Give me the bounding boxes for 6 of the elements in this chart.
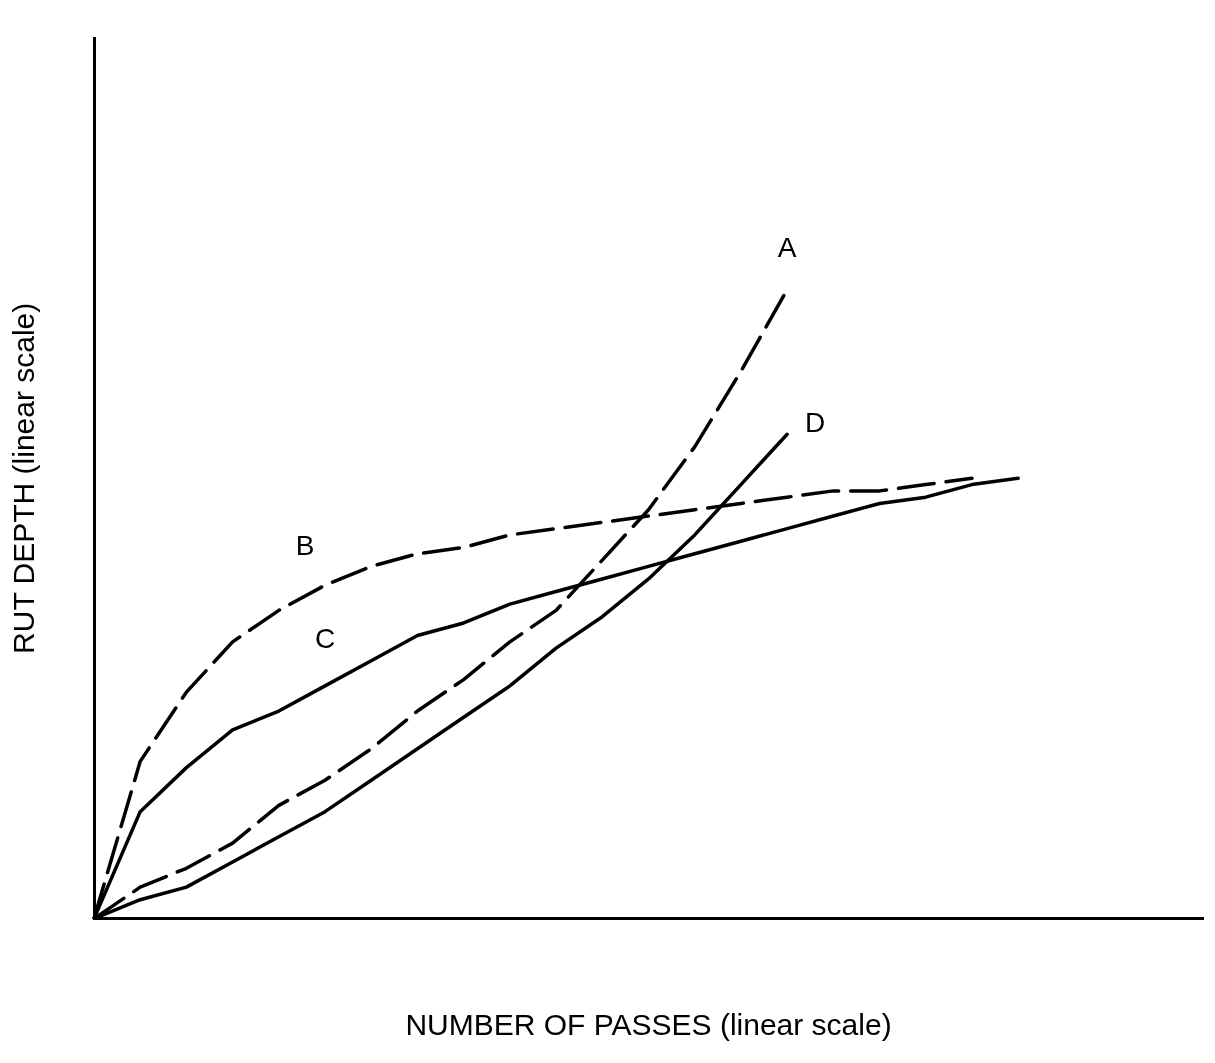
x-axis-title: NUMBER OF PASSES (linear scale) [405, 1008, 892, 1042]
series-label: A [777, 232, 797, 264]
series-label: D [805, 406, 826, 438]
series-label: B [295, 529, 315, 561]
series-label: C [314, 622, 336, 654]
y-axis-title: RUT DEPTH (linear scale) [7, 302, 41, 654]
